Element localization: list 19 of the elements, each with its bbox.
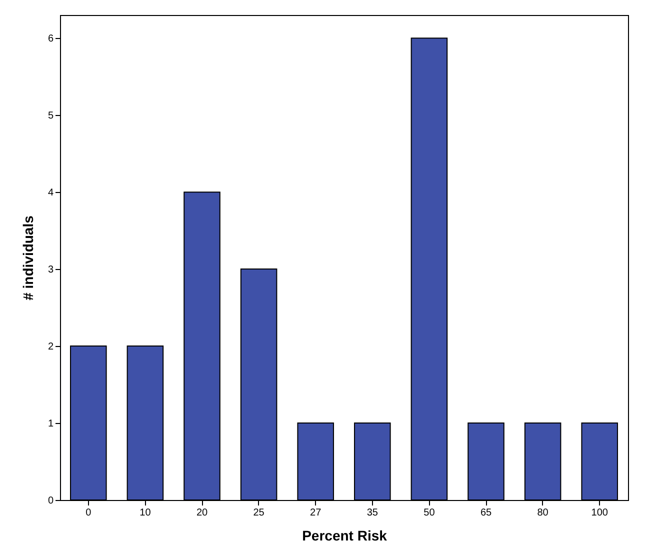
y-axis-title: # individuals bbox=[20, 215, 36, 300]
x-tick-label: 80 bbox=[537, 508, 549, 518]
x-tick-label: 10 bbox=[140, 508, 152, 518]
x-tick-label: 0 bbox=[86, 508, 92, 518]
y-tick-label: 6 bbox=[48, 34, 54, 45]
x-tick-label: 20 bbox=[196, 508, 208, 518]
x-tick-label: 50 bbox=[424, 508, 436, 518]
x-tick-label: 100 bbox=[591, 508, 608, 518]
x-axis-title: Percent Risk bbox=[302, 528, 388, 544]
y-tick-label: 2 bbox=[48, 342, 54, 353]
x-tick-label: 27 bbox=[310, 508, 322, 518]
x-tick-label: 35 bbox=[366, 508, 378, 518]
y-tick-label: 5 bbox=[48, 110, 54, 122]
y-tick-label: 3 bbox=[48, 264, 54, 276]
y-tick-label: 0 bbox=[48, 496, 54, 506]
x-tick-label: 25 bbox=[253, 508, 265, 518]
y-tick-label: 4 bbox=[48, 188, 54, 199]
y-tick-label: 1 bbox=[48, 418, 54, 430]
x-tick-label: 65 bbox=[480, 508, 492, 518]
